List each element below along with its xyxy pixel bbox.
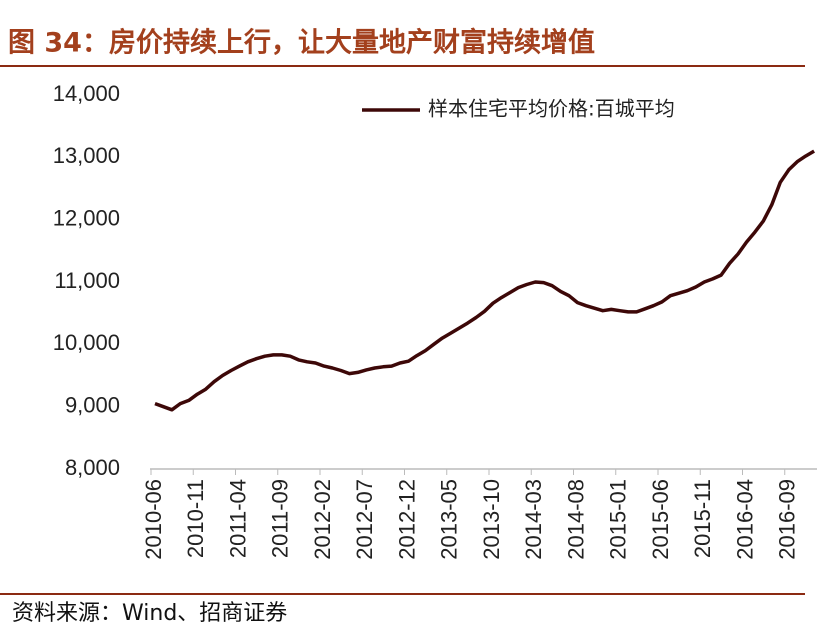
- x-tick-label: 2011-04: [225, 479, 250, 558]
- x-tick-label: 2013-10: [479, 479, 504, 560]
- x-tick-label: 2012-12: [394, 479, 419, 560]
- x-tick-label: 2014-03: [521, 479, 546, 560]
- chart-title: 图 34：房价持续上行，让大量地产财富持续增值: [8, 27, 595, 59]
- line-series: [154, 149, 815, 412]
- x-tick-label: 2015-11: [690, 479, 715, 558]
- x-tick-label: 2015-06: [648, 479, 673, 560]
- x-tick-label: 2012-02: [310, 479, 335, 560]
- y-tick-label: 12,000: [53, 205, 120, 230]
- x-tick-label: 2016-04: [732, 479, 757, 560]
- legend-label: 样本住宅平均价格:百城平均: [428, 97, 675, 121]
- y-tick-label: 10,000: [53, 330, 120, 355]
- y-tick-label: 11,000: [54, 268, 120, 293]
- source: 资料来源：Wind、招商证券: [12, 601, 287, 626]
- x-tick-label: 2011-09: [268, 479, 293, 558]
- y-tick-label: 9,000: [65, 392, 120, 417]
- x-tick-label: 2015-01: [606, 479, 631, 560]
- x-tick-label: 2012-07: [352, 479, 377, 560]
- x-tick-label: 2010-06: [141, 479, 166, 560]
- y-tick-label: 14,000: [53, 81, 120, 106]
- x-tick-label: 2013-05: [437, 479, 462, 560]
- x-tick-label: 2010-11: [183, 479, 208, 558]
- x-tick-label: 2016-09: [775, 479, 800, 560]
- x-tick-label: 2014-08: [563, 479, 588, 560]
- y-tick-label: 8,000: [65, 455, 120, 480]
- y-tick-label: 13,000: [53, 143, 120, 168]
